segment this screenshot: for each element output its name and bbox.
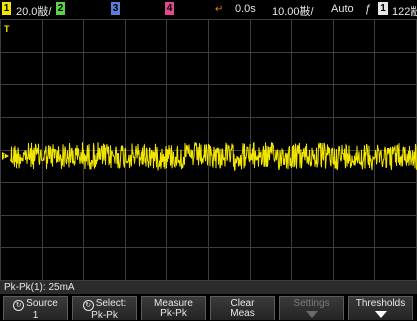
trigger-mode: Auto (331, 3, 354, 15)
settings-softkey[interactable]: Settings (279, 296, 344, 320)
channel-1-trace (9, 141, 417, 171)
trigger-level-marker-icon: T (4, 24, 10, 34)
measurement-readout: Pk-Pk(1): 25mA (4, 282, 75, 293)
source-softkey[interactable]: ↻ Source 1 (3, 296, 68, 321)
arrow-down-icon (305, 311, 318, 318)
svg-text:T: T (4, 24, 10, 34)
entry-knob-icon: ↻ (82, 300, 94, 311)
select-softkey[interactable]: ↻ Select: Pk-Pk (72, 296, 137, 321)
time-delay: 0.0s (235, 3, 256, 15)
trigger-source: 1 (378, 2, 388, 15)
time-scale: 10.00㪛/ (272, 6, 314, 18)
clear-meas-softkey[interactable]: Clear Meas (210, 296, 275, 320)
measure-softkey[interactable]: Measure Pk-Pk (141, 296, 206, 320)
status-bar: 1 20.0㪜/ 2 3 4 ↵ 0.0s 10.00㪛/ Auto ƒ 1 1… (0, 0, 417, 19)
thresholds-softkey[interactable]: Thresholds (348, 296, 413, 320)
measurement-readout-bar: Pk-Pk(1): 25mA (0, 281, 417, 294)
svg-text:1: 1 (3, 154, 7, 161)
channel-2-indicator[interactable]: 2 (56, 2, 65, 15)
trigger-level: 122㪜 (392, 6, 417, 18)
channel-1-ground-marker-icon: 1 (2, 152, 9, 161)
trigger-slope-icon: ƒ (365, 3, 372, 15)
channel-1-indicator[interactable]: 1 (2, 2, 11, 15)
arrow-down-icon (374, 311, 387, 318)
channel-4-indicator[interactable]: 4 (165, 2, 174, 15)
waveform-display[interactable]: 1 T (0, 19, 417, 281)
softkey-bar: ↻ Source 1 ↻ Select: Pk-Pk Measure Pk-Pk C… (0, 294, 417, 321)
trigger-position-icon: ↵ (215, 4, 224, 15)
channel-3-indicator[interactable]: 3 (111, 2, 120, 15)
channel-1-scale: 20.0㪜/ (16, 6, 52, 18)
entry-knob-icon: ↻ (13, 300, 25, 311)
